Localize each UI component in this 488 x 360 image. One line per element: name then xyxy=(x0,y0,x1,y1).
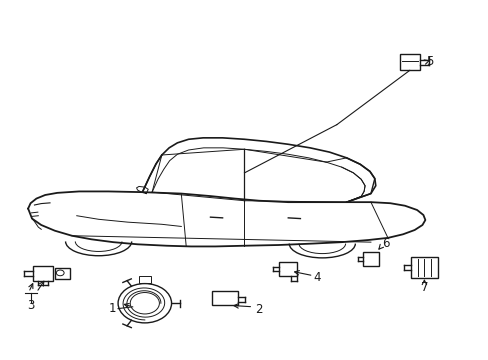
Text: 7: 7 xyxy=(420,282,427,294)
Bar xyxy=(139,276,150,283)
Bar xyxy=(279,262,297,276)
Text: 6: 6 xyxy=(381,237,388,250)
Text: 2: 2 xyxy=(255,303,262,316)
Bar xyxy=(32,266,53,281)
Text: 4: 4 xyxy=(313,271,321,284)
Bar xyxy=(211,291,238,305)
Bar xyxy=(399,54,419,70)
Bar xyxy=(55,268,70,279)
Text: 5: 5 xyxy=(426,55,433,68)
Text: 3: 3 xyxy=(27,299,34,312)
Bar xyxy=(410,257,437,278)
Text: 1: 1 xyxy=(108,302,116,315)
Bar xyxy=(363,252,378,266)
